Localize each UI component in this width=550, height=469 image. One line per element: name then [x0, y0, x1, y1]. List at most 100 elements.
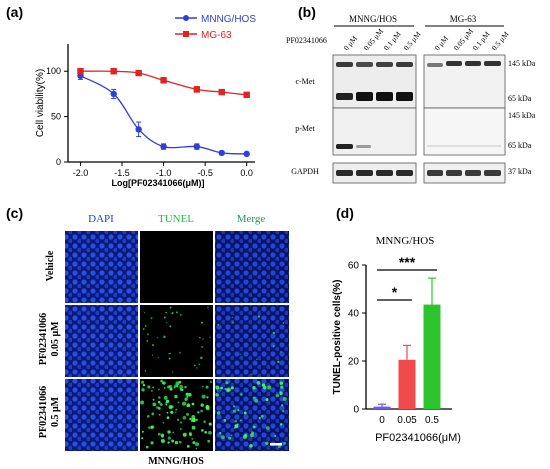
tunel-dot — [158, 413, 161, 416]
tunel-dot — [265, 441, 269, 445]
scale-bar — [270, 443, 282, 446]
a-point-mnng — [135, 126, 142, 133]
a-point-mnng — [218, 149, 225, 157]
tunel-dot — [260, 414, 264, 418]
tunel-dot — [159, 402, 163, 406]
d-bar-1 — [398, 359, 416, 409]
tunel-dot — [167, 430, 171, 434]
tunel-dot — [206, 396, 209, 399]
micro-row-3-line2: 0.5 μM — [50, 396, 61, 427]
tunel-dot — [242, 434, 247, 439]
blot-lane-label: 0.5 μM — [490, 29, 511, 52]
tunel-dot — [163, 335, 166, 339]
d-y-tick-label: 0 — [353, 405, 359, 416]
tunel-dot — [258, 416, 261, 420]
tunel-dot — [233, 426, 236, 429]
a-point-mg63 — [193, 86, 201, 93]
tunel-dot — [140, 400, 145, 405]
tunel-dot — [175, 385, 179, 388]
tunel-dot — [179, 351, 181, 354]
tunel-dot — [165, 403, 168, 406]
legend-label-mg63: MG-63 — [201, 30, 232, 41]
a-point-mnng — [110, 90, 117, 98]
micro-col-dapi: DAPI — [88, 213, 114, 225]
tunel-dot — [279, 381, 284, 386]
micro-col-merge: Merge — [237, 213, 266, 225]
tunel-dot — [194, 364, 196, 367]
tunel-dot — [156, 406, 159, 409]
tunel-dot — [168, 352, 170, 355]
tunel-dot — [209, 336, 211, 339]
tunel-dot — [277, 360, 280, 364]
tunel-dot — [195, 418, 198, 421]
tunel-dot — [272, 344, 275, 347]
tunel-dot — [197, 411, 200, 414]
tunel-dot — [281, 404, 284, 407]
tunel-dot — [272, 331, 276, 335]
band-gapdh-5 — [427, 170, 443, 176]
d-x-tick-label: 0.5 — [425, 415, 439, 426]
tunel-dot — [151, 412, 155, 416]
tunel-dot — [157, 432, 161, 436]
tunel-dot — [165, 399, 170, 403]
band-cmet145-1 — [336, 62, 353, 67]
blot-row-gapdh: GAPDH — [291, 167, 319, 176]
tunel-dot — [152, 354, 154, 356]
a-point-mg63 — [135, 69, 142, 77]
a-y-tick-label: 50 — [51, 112, 61, 122]
tunel-dot — [157, 356, 160, 359]
panel-label-b: (b) — [298, 4, 316, 20]
tunel-dot — [274, 435, 277, 437]
tunel-dot — [239, 419, 242, 422]
blot-lane-label: 0.5 μM — [402, 29, 423, 52]
a-x-tick-label: -2.0 — [73, 168, 89, 178]
band-cmet145-8 — [484, 61, 501, 66]
tunel-dot — [261, 383, 266, 387]
blot-lane-label: 0 μM — [342, 34, 360, 53]
tunel-dot — [150, 425, 154, 429]
panel-label-d: (d) — [336, 205, 354, 221]
micro-col-tunel: TUNEL — [158, 213, 194, 225]
tunel-dot — [230, 434, 233, 437]
tunel-dot — [219, 431, 222, 435]
tunel-dot — [203, 420, 206, 423]
tunel-dot — [279, 391, 283, 396]
tunel-dot — [179, 313, 182, 316]
d-x-tick-label: 0 — [379, 415, 385, 426]
tunel-dot — [200, 356, 203, 360]
tunel-dot — [207, 306, 209, 309]
tunel-dot — [186, 444, 190, 448]
tunel-dot — [180, 428, 182, 430]
tunel-dot — [163, 395, 168, 400]
blot-marker-65-b: 65 kDa — [508, 141, 532, 150]
blot-marker-37: 37 kDa — [508, 167, 532, 176]
micro-dapi-low — [65, 305, 138, 377]
blot-lane-label: 0.05 μM — [362, 27, 386, 53]
tunel-dot — [265, 398, 269, 402]
tunel-dot — [166, 385, 171, 389]
tunel-dot — [165, 322, 168, 324]
tunel-dot — [179, 387, 183, 391]
tunel-dot — [152, 402, 157, 407]
tunel-dot — [215, 393, 219, 397]
band-gapdh-6 — [446, 170, 462, 176]
tunel-dot — [253, 396, 256, 400]
tunel-dot — [141, 388, 145, 392]
tunel-dot — [230, 386, 234, 390]
d-sig-stars-1: *** — [399, 254, 416, 270]
a-point-mg63 — [77, 68, 84, 75]
tunel-dot — [200, 321, 204, 324]
tunel-dot — [225, 381, 229, 385]
micro-tunel-vehicle — [140, 231, 213, 303]
a-legend: MNNG/HOS MG-63 — [175, 14, 256, 41]
tunel-dot — [249, 433, 254, 438]
d-x-axis-label: PF02341066(μM) — [375, 432, 461, 444]
a-data-points — [77, 68, 250, 158]
tunel-dot — [174, 411, 177, 413]
tunel-dot — [141, 430, 144, 433]
tunel-dot — [256, 381, 261, 385]
a-point-mg63 — [218, 88, 225, 96]
tunel-dot — [178, 440, 182, 444]
tunel-dot — [158, 388, 160, 391]
tunel-dot — [198, 363, 201, 366]
